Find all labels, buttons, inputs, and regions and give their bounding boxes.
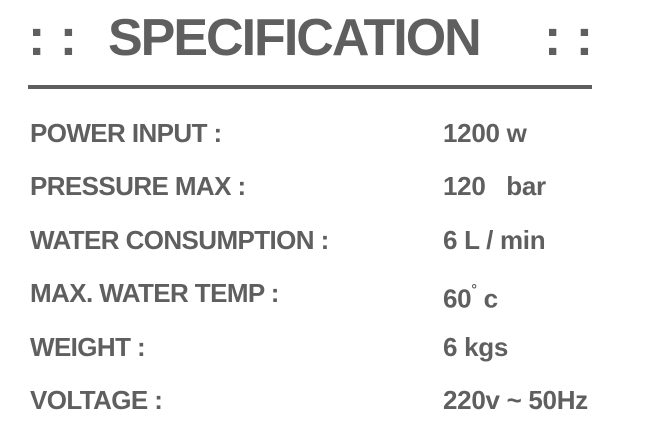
spec-label: MAX. WATER TEMP : xyxy=(30,278,279,308)
temp-unit: c xyxy=(476,283,498,314)
spec-label: WEIGHT : xyxy=(30,332,146,362)
title-left-mark: : : xyxy=(28,9,78,67)
spec-label: PRESSURE MAX : xyxy=(30,171,246,201)
spec-row-weight: WEIGHT : 6 kgs xyxy=(0,332,654,362)
spec-label: POWER INPUT : xyxy=(30,118,222,148)
spec-row-water-consumption: WATER CONSUMPTION : 6 L / min xyxy=(0,225,654,255)
degree-mark: ° xyxy=(471,281,477,297)
spec-value: 1200 w xyxy=(443,118,527,148)
page-title: SPECIFICATION xyxy=(108,9,482,67)
spec-row-power: POWER INPUT : 1200 w xyxy=(0,118,654,148)
spec-row-pressure: PRESSURE MAX : 120 bar xyxy=(0,171,654,201)
spec-row-voltage: VOLTAGE : 220v ~ 50Hz xyxy=(0,385,654,415)
spec-value: 60° c xyxy=(443,278,498,314)
spec-value: 6 L / min xyxy=(443,225,546,255)
spec-value: 6 kgs xyxy=(443,332,508,362)
spec-row-max-temp: MAX. WATER TEMP : 60° c xyxy=(0,278,654,314)
spec-value: 220v ~ 50Hz xyxy=(443,385,588,415)
spec-value: 120 bar xyxy=(443,171,546,201)
spec-label: VOLTAGE : xyxy=(30,385,163,415)
title-right-mark: : : xyxy=(544,9,594,67)
title-divider xyxy=(28,85,592,89)
spec-label: WATER CONSUMPTION : xyxy=(30,225,329,255)
temp-number: 60 xyxy=(443,283,472,314)
